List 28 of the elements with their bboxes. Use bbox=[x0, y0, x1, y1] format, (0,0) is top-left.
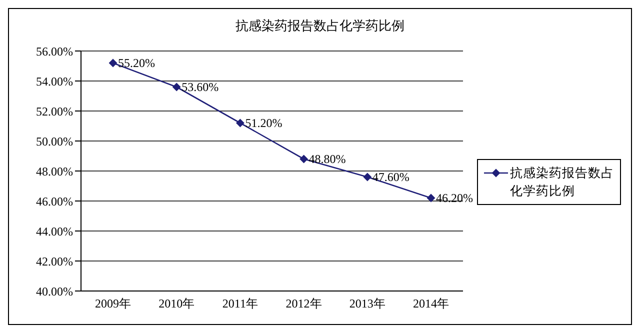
y-tick-label: 52.00% bbox=[36, 104, 73, 118]
x-tick-label: 2014年 bbox=[413, 296, 449, 311]
point bbox=[363, 173, 372, 181]
data-label: 53.60% bbox=[182, 80, 219, 94]
y-tick-label: 54.00% bbox=[36, 74, 73, 88]
point bbox=[236, 119, 244, 127]
x-tick-label: 2012年 bbox=[286, 296, 322, 311]
y-tick-label: 42.00% bbox=[36, 254, 73, 268]
y-tick-label: 48.00% bbox=[36, 164, 73, 178]
y-tick-label: 46.00% bbox=[36, 194, 73, 208]
x-tick-label: 2010年 bbox=[158, 296, 195, 311]
data-label: 48.80% bbox=[308, 152, 346, 166]
data-label: 51.20% bbox=[245, 116, 282, 130]
legend-label: 抗感染药报告数占化学药比例 bbox=[510, 164, 614, 200]
y-tick-label: 50.00% bbox=[36, 134, 73, 148]
point bbox=[300, 155, 308, 163]
x-tick-label: 2013年 bbox=[349, 296, 386, 311]
y-tick-label: 56.00% bbox=[36, 44, 73, 58]
y-tick-label: 44.00% bbox=[36, 224, 73, 238]
data-label: 55.20% bbox=[118, 56, 155, 70]
point bbox=[427, 194, 435, 202]
data-label: 47.60% bbox=[372, 170, 410, 184]
x-tick-label: 2009年 bbox=[95, 296, 131, 311]
chart-title: 抗感染药报告数占化学药比例 bbox=[234, 17, 406, 35]
x-tick-label: 2011年 bbox=[222, 296, 258, 311]
point bbox=[109, 59, 117, 67]
point bbox=[172, 83, 181, 91]
y-tick-label: 40.00% bbox=[36, 284, 73, 298]
